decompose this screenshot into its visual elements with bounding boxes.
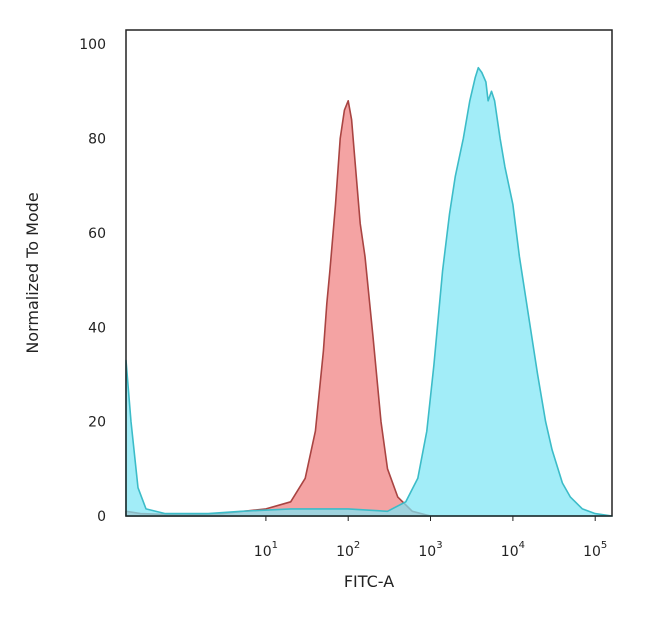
x-axis-label: FITC-A	[344, 572, 394, 591]
y-axis-label: Normalized To Mode	[23, 192, 42, 353]
x-tick-label: 105	[583, 540, 607, 560]
y-tick-label: 60	[88, 226, 106, 242]
y-tick-label: 40	[88, 320, 106, 336]
x-axis-ticks: 101 102 103 104 105	[254, 516, 607, 560]
x-tick-label: 102	[336, 540, 360, 560]
y-tick-label: 20	[88, 415, 106, 431]
x-tick-label: 104	[501, 540, 525, 560]
y-axis-ticks: 0 20 40 60 80 100	[79, 37, 106, 525]
series-layer	[125, 66, 613, 517]
series-2-area	[125, 66, 613, 517]
x-tick-label: 101	[254, 540, 278, 560]
plot-frame	[125, 29, 613, 517]
y-tick-label: 0	[97, 509, 106, 525]
x-tick-label: 103	[418, 540, 442, 560]
series-1-area	[125, 100, 432, 517]
y-tick-label: 100	[79, 37, 106, 53]
y-tick-label: 80	[88, 132, 106, 148]
